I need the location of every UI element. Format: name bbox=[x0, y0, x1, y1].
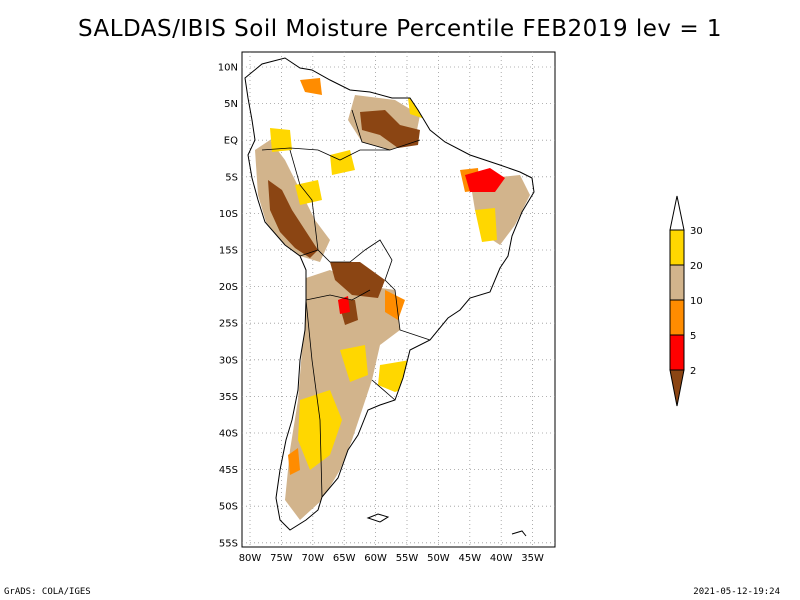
lon-label: 55W bbox=[396, 553, 419, 564]
legend-swatch-2-5 bbox=[669, 334, 685, 371]
lon-label: 35W bbox=[521, 553, 544, 564]
lat-label: 10S bbox=[219, 209, 238, 220]
longitude-labels: 80W 75W 70W 65W 60W 55W 50W 45W 40W 35W bbox=[239, 553, 544, 564]
lat-label: 10N bbox=[218, 63, 238, 74]
legend-label-5: 5 bbox=[690, 331, 696, 342]
legend-swatch-20-30 bbox=[669, 229, 685, 266]
color-legend: 30 20 10 5 2 bbox=[669, 195, 703, 407]
lat-label: 5S bbox=[225, 172, 238, 183]
soil-moisture-shading bbox=[255, 78, 530, 520]
lat-label: 55S bbox=[219, 538, 238, 549]
lat-label: 25S bbox=[219, 319, 238, 330]
lon-label: 80W bbox=[239, 553, 262, 564]
lon-label: 45W bbox=[458, 553, 481, 564]
lon-label: 50W bbox=[427, 553, 450, 564]
map-title: SALDAS/IBIS Soil Moisture Percentile FEB… bbox=[77, 16, 723, 42]
lat-label: 45S bbox=[219, 465, 238, 476]
lat-label: 15S bbox=[219, 246, 238, 257]
legend-label-30: 30 bbox=[690, 226, 703, 237]
country-borders bbox=[261, 109, 431, 498]
lat-label: 5N bbox=[224, 99, 238, 110]
legend-label-2: 2 bbox=[690, 366, 696, 377]
footer-credit: GrADS: COLA/IGES bbox=[4, 587, 91, 597]
lon-label: 75W bbox=[270, 553, 293, 564]
lon-label: 60W bbox=[364, 553, 387, 564]
lon-label: 40W bbox=[490, 553, 513, 564]
lon-label: 65W bbox=[333, 553, 356, 564]
legend-swatch-10-20 bbox=[669, 264, 685, 301]
legend-swatch-above-30 bbox=[669, 195, 685, 231]
lon-label: 70W bbox=[301, 553, 324, 564]
lat-label: 40S bbox=[219, 429, 238, 440]
legend-swatch-below-2 bbox=[669, 369, 685, 407]
legend-label-20: 20 bbox=[690, 261, 703, 272]
lat-label: 35S bbox=[219, 392, 238, 403]
lat-label: 30S bbox=[219, 355, 238, 366]
footer-timestamp: 2021-05-12-19:24 bbox=[693, 587, 780, 597]
falklands-outline bbox=[366, 513, 390, 523]
legend-label-10: 10 bbox=[690, 296, 703, 307]
legend-swatch-5-10 bbox=[669, 299, 685, 336]
island-outline bbox=[511, 530, 527, 537]
latitude-labels: 10N 5N EQ 5S 10S 15S 20S 25S 30S 35S 40S 45S 50S 55S bbox=[218, 63, 238, 550]
lat-label: EQ bbox=[224, 136, 238, 147]
lat-label: 50S bbox=[219, 502, 238, 513]
lat-label: 20S bbox=[219, 282, 238, 293]
